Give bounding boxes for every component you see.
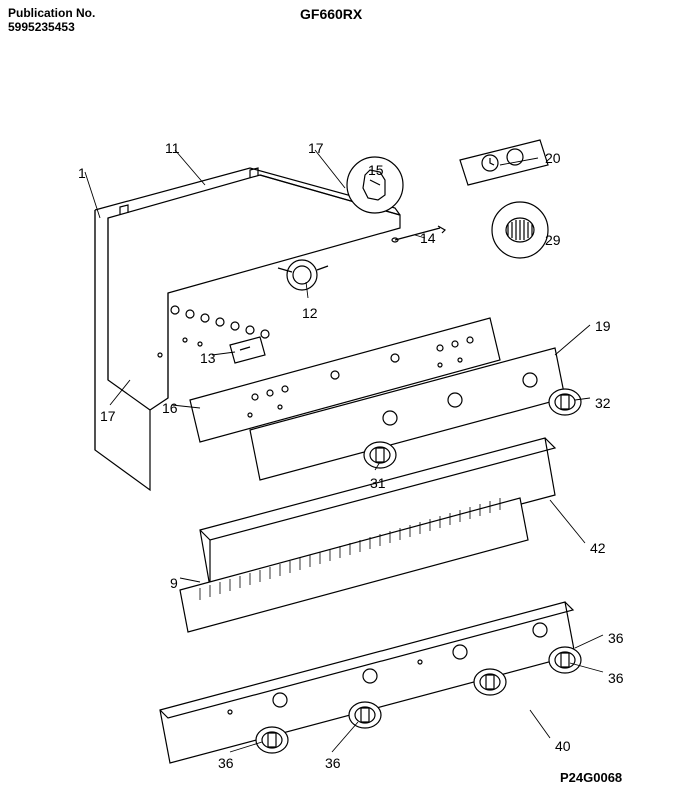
callout-12: 12 xyxy=(302,305,318,321)
callout-36: 36 xyxy=(325,755,341,771)
callout-1: 1 xyxy=(78,165,86,181)
callout-13: 13 xyxy=(200,350,216,366)
callout-17: 17 xyxy=(100,408,116,424)
callout-20: 20 xyxy=(545,150,561,166)
callout-32: 32 xyxy=(595,395,611,411)
callout-11: 11 xyxy=(165,140,180,156)
callout-9: 9 xyxy=(170,575,178,591)
callout-19: 19 xyxy=(595,318,611,334)
callout-42: 42 xyxy=(590,540,606,556)
callout-29: 29 xyxy=(545,232,561,248)
callout-31: 31 xyxy=(370,475,386,491)
drawing-number: P24G0068 xyxy=(560,770,622,785)
callout-36: 36 xyxy=(218,755,234,771)
callout-36: 36 xyxy=(608,670,624,686)
callout-36: 36 xyxy=(608,630,624,646)
callout-15: 15 xyxy=(368,162,384,178)
callout-16: 16 xyxy=(162,400,178,416)
callout-40: 40 xyxy=(555,738,571,754)
callout-17: 17 xyxy=(308,140,324,156)
exploded-diagram xyxy=(0,0,680,811)
callout-14: 14 xyxy=(420,230,436,246)
